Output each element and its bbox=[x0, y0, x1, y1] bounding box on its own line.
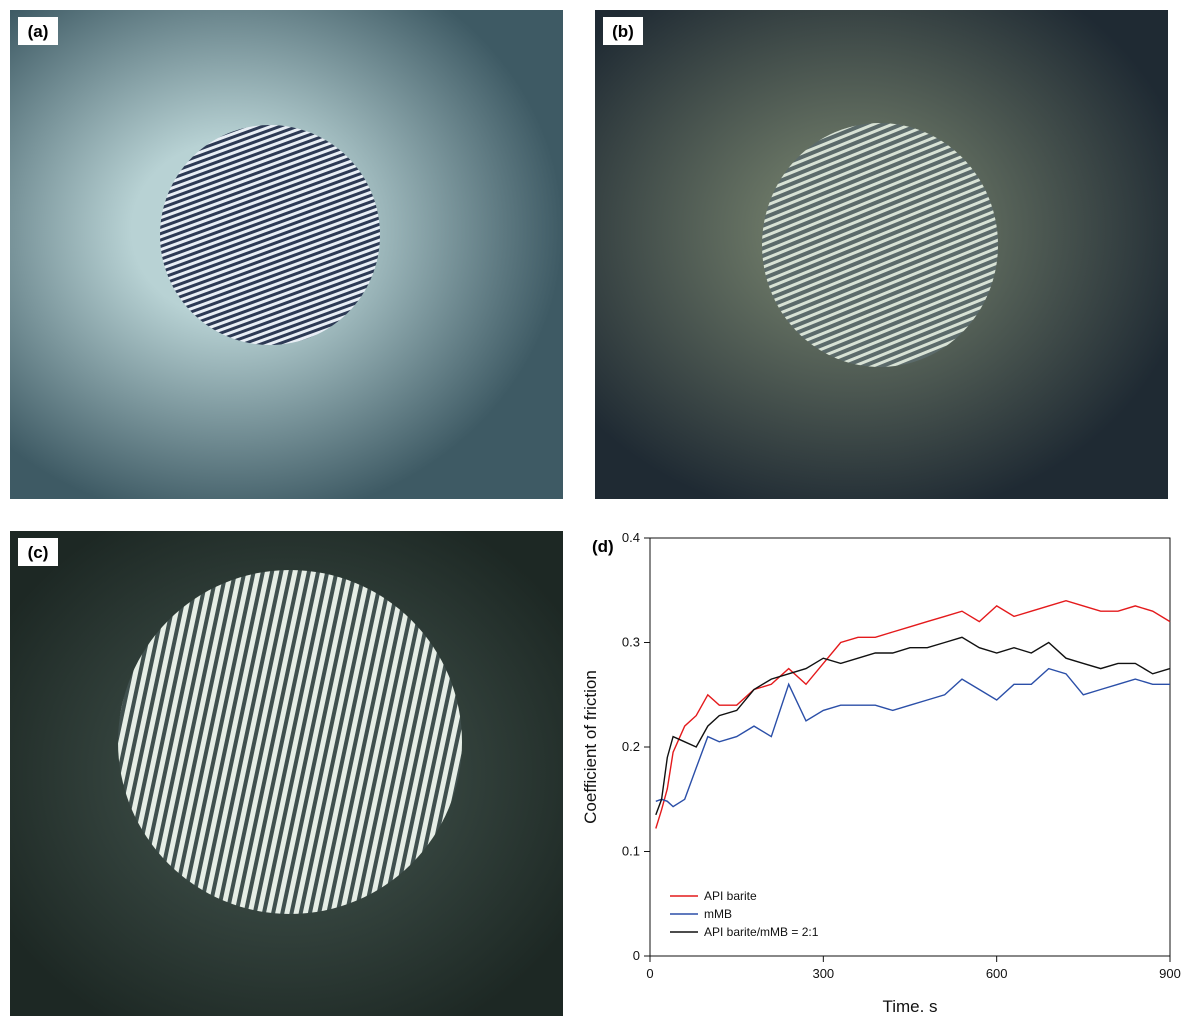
legend-label: API barite bbox=[704, 889, 757, 903]
y-tick-label: 0.1 bbox=[622, 844, 640, 859]
photo-a: (a) bbox=[10, 10, 563, 499]
y-tick-label: 0 bbox=[633, 948, 640, 963]
legend-label: mMB bbox=[704, 907, 732, 921]
x-tick-label: 300 bbox=[812, 966, 834, 981]
photo-b: (b) bbox=[595, 10, 1168, 499]
x-tick-label: 900 bbox=[1159, 966, 1181, 981]
y-tick-label: 0.2 bbox=[622, 739, 640, 754]
panel-label: (b) bbox=[612, 22, 634, 41]
figure: (a) (b) (c) (d) Time. s Coefficient of f… bbox=[0, 0, 1181, 1018]
series-line bbox=[656, 669, 1170, 807]
x-tick-label: 0 bbox=[646, 966, 653, 981]
x-axis-title: Time. s bbox=[882, 997, 937, 1016]
panel-label: (c) bbox=[28, 543, 49, 562]
series-line bbox=[656, 637, 1170, 815]
legend-label: API barite/mMB = 2:1 bbox=[704, 925, 819, 939]
x-tick-label: 600 bbox=[986, 966, 1008, 981]
series-line bbox=[656, 601, 1170, 829]
photo-c: (c) bbox=[10, 531, 563, 1016]
y-axis-title: Coefficient of friction bbox=[581, 670, 600, 824]
panel-label: (d) bbox=[592, 537, 614, 556]
y-tick-label: 0.3 bbox=[622, 635, 640, 650]
panel-label: (a) bbox=[28, 22, 49, 41]
y-tick-label: 0.4 bbox=[622, 530, 640, 545]
